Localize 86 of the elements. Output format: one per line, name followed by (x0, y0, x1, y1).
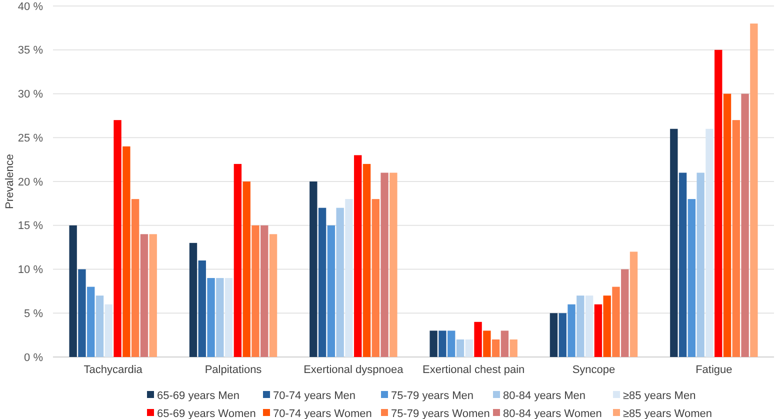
bar (576, 296, 584, 357)
bar (630, 252, 638, 357)
bar (390, 172, 398, 357)
bar (456, 339, 464, 357)
y-axis-title: Prevalence (4, 154, 16, 210)
bar (603, 296, 611, 357)
bar (621, 269, 629, 357)
bar (354, 155, 362, 357)
bar (345, 199, 353, 357)
bar (260, 225, 268, 357)
bar (448, 330, 456, 357)
bar (327, 225, 336, 357)
x-tick-label: Tachycardia (84, 364, 144, 376)
bar (69, 225, 77, 357)
bar (688, 199, 696, 357)
bar (189, 242, 198, 357)
bar (336, 208, 344, 357)
y-tick-label: 30 % (18, 88, 44, 101)
legend-label: 70-74 years Men (273, 390, 356, 402)
bar (269, 234, 278, 357)
x-tick-label: Exertional chest pain (422, 364, 525, 376)
bar (78, 269, 86, 357)
bar (96, 296, 104, 357)
bar (558, 313, 566, 357)
bar (500, 330, 509, 357)
y-tick-label: 35 % (18, 44, 44, 57)
bar (242, 182, 250, 357)
legend-label: 80-84 years Men (503, 390, 586, 402)
bar (612, 286, 620, 357)
bar (380, 172, 388, 357)
bar (438, 330, 446, 357)
legend-label: 75-79 years Men (391, 390, 474, 402)
legend-label: 75-79 years Women (391, 408, 490, 419)
bar (510, 339, 518, 357)
y-tick-label: 10 % (18, 264, 44, 276)
legend-label: ≥85 years Men (623, 390, 696, 402)
x-tick-label: Palpitations (204, 364, 262, 376)
bar (430, 330, 438, 357)
bar (114, 120, 122, 357)
bar (372, 199, 380, 357)
legend-label: ≥85 years Women (623, 408, 712, 419)
bar (670, 128, 678, 357)
y-tick-label: 25 % (18, 132, 44, 144)
legend-label: 65-69 years Men (157, 390, 240, 402)
y-tick-label: 5 % (24, 308, 44, 320)
bar (474, 322, 482, 357)
y-tick-label: 0 % (24, 352, 44, 364)
bar (750, 24, 758, 357)
bar (483, 330, 491, 357)
bar (714, 50, 722, 357)
bar (234, 164, 242, 357)
bar (131, 199, 140, 357)
bar (594, 304, 602, 357)
bar (122, 146, 130, 357)
bar (678, 172, 687, 357)
bar (104, 304, 112, 357)
bar (207, 278, 215, 357)
x-tick-label: Exertional dyspnoea (304, 364, 404, 376)
bar (585, 296, 594, 357)
legend-label: 70-74 years Women (273, 408, 372, 419)
x-tick-label: Fatigue (696, 364, 732, 376)
y-tick-label: 15 % (18, 220, 44, 232)
bar (149, 234, 157, 357)
legend-label: 80-84 years Women (503, 408, 602, 419)
bar (310, 182, 318, 357)
bar (723, 94, 732, 357)
y-tick-label: 40 % (18, 0, 44, 13)
bar (741, 94, 749, 357)
legend-label: 65-69 years Women (157, 408, 256, 419)
bar (568, 304, 576, 357)
bar (224, 278, 233, 357)
bar (706, 128, 714, 357)
x-tick-label: Syncope (572, 364, 616, 376)
bar (198, 260, 206, 357)
bar (252, 225, 260, 357)
bar (492, 339, 500, 357)
bar (696, 172, 704, 357)
bar (362, 164, 371, 357)
bar (465, 339, 473, 357)
bar (140, 234, 148, 357)
bar (87, 286, 95, 357)
bar (318, 208, 326, 357)
y-tick-label: 20 % (18, 176, 44, 188)
bar (732, 120, 740, 357)
bar (216, 278, 224, 357)
bar (550, 313, 558, 357)
